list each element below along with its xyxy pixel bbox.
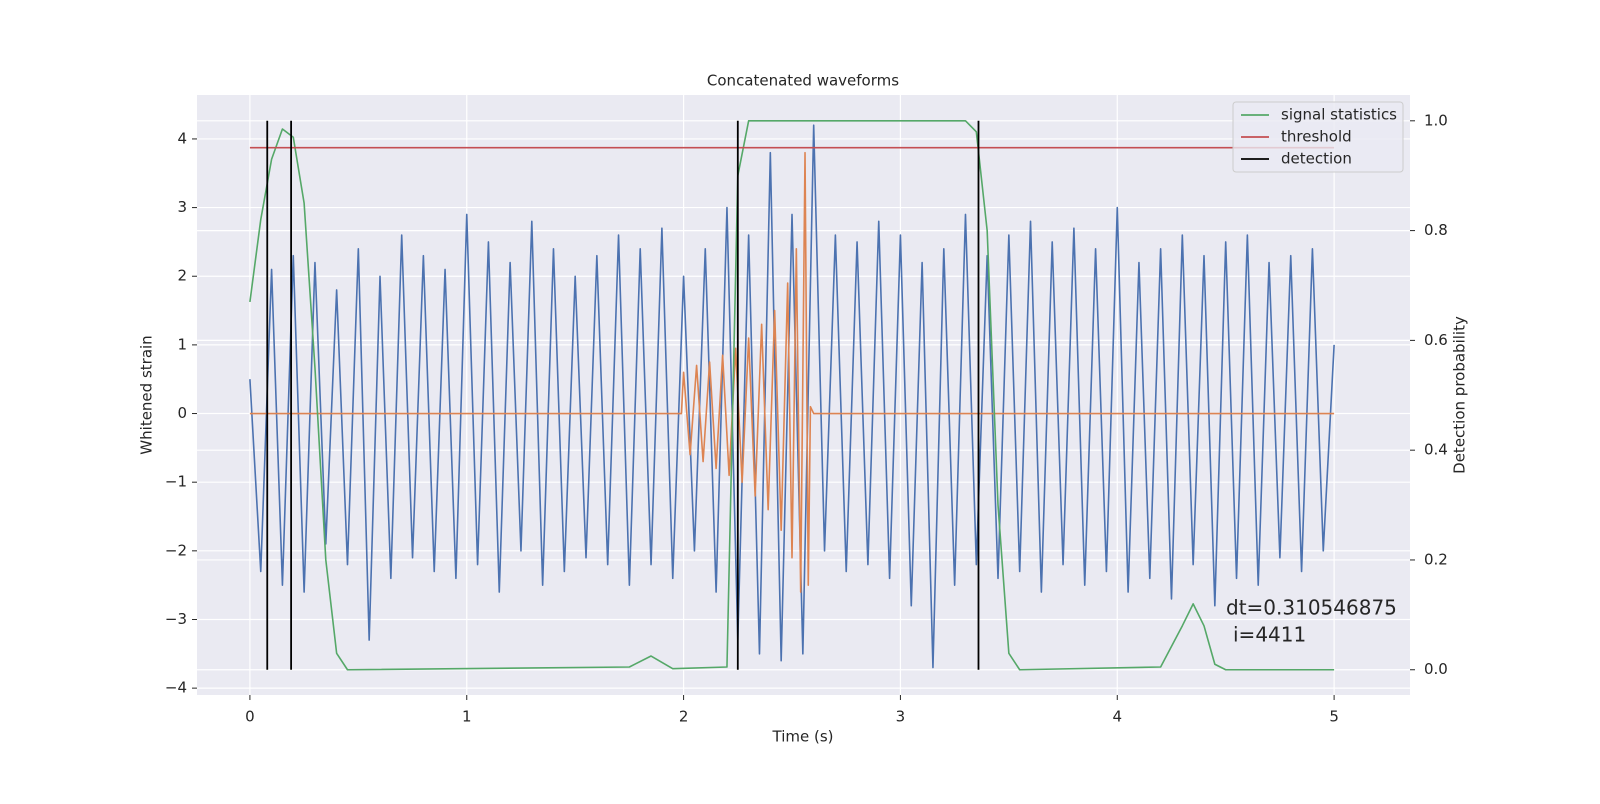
annotation: i=4411: [1233, 623, 1306, 647]
x-axis-label: Time (s): [772, 728, 834, 746]
y-tick-label: 3: [177, 198, 187, 216]
x-tick-label: 1: [462, 708, 472, 726]
x-tick-label: 5: [1329, 708, 1339, 726]
y2-tick-label: 0.4: [1424, 441, 1448, 459]
y-tick-label: −2: [165, 541, 187, 559]
y2-axis-label: Detection probability: [1451, 316, 1469, 474]
y-tick-label: −4: [165, 679, 187, 697]
x-tick-label: 0: [245, 708, 255, 726]
legend-box: [1232, 101, 1404, 173]
y2-tick-label: 0.8: [1424, 221, 1448, 239]
y-tick-label: 2: [177, 267, 187, 285]
chart-title: Concatenated waveforms: [707, 72, 899, 90]
legend-label: threshold: [1281, 128, 1352, 146]
y-tick-label: 4: [177, 129, 187, 147]
y2-tick-label: 1.0: [1424, 111, 1448, 129]
y-tick-label: 0: [177, 404, 187, 422]
y-tick-label: −1: [165, 473, 187, 491]
x-tick-label: 3: [896, 708, 906, 726]
x-tick-label: 2: [679, 708, 689, 726]
series-line: [249, 124, 1335, 669]
legend-label: detection: [1281, 150, 1352, 168]
y-axis-label: Whitened strain: [138, 335, 156, 454]
legend-label: signal statistics: [1281, 106, 1397, 124]
y-tick-label: −3: [165, 610, 187, 628]
y2-tick-label: 0.2: [1424, 550, 1448, 568]
y2-tick-label: 0.0: [1424, 660, 1448, 678]
annotation: dt=0.310546875: [1226, 596, 1397, 620]
y2-tick-label: 0.6: [1424, 331, 1448, 349]
x-tick-label: 4: [1112, 708, 1122, 726]
y-tick-label: 1: [177, 335, 187, 353]
series-line: [249, 151, 1335, 593]
